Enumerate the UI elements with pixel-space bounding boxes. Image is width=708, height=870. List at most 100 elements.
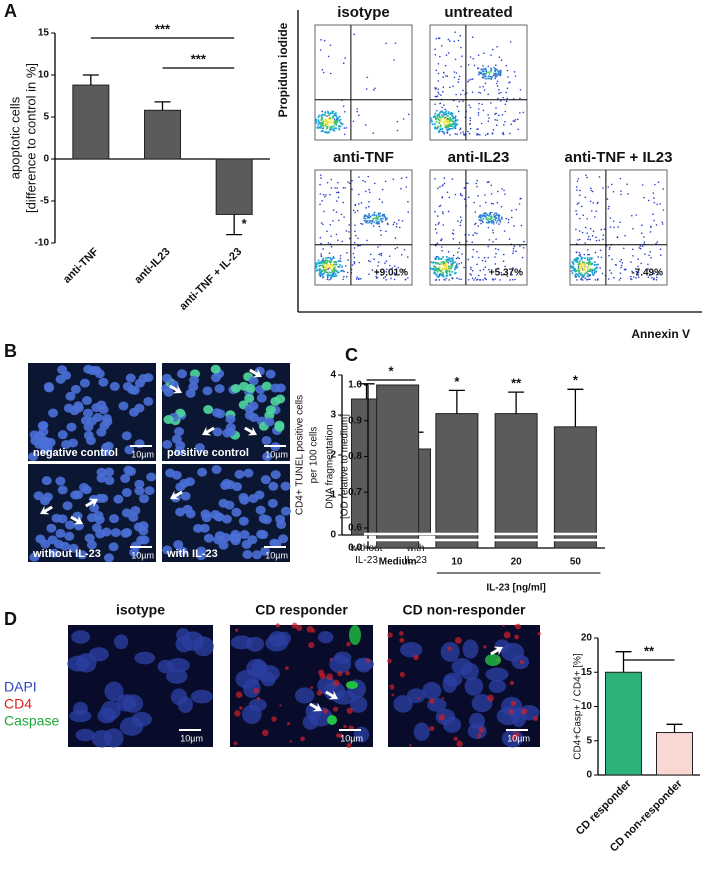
- flow-dot: [331, 112, 334, 115]
- flow-dot: [339, 254, 342, 257]
- cell: [241, 539, 252, 549]
- cell: [53, 539, 64, 549]
- flow-dot: [356, 108, 359, 110]
- flow-dot: [482, 76, 484, 79]
- flow-dot: [454, 126, 457, 129]
- flow-dot: [492, 219, 495, 221]
- flow-dot: [393, 59, 395, 61]
- flow-dot: [439, 124, 442, 127]
- cell: [220, 533, 231, 543]
- flow-dot: [459, 128, 461, 131]
- nucleus: [464, 677, 484, 696]
- flow-dot: [462, 89, 464, 92]
- cd4-signal: [413, 654, 419, 661]
- flow-dot: [490, 220, 493, 223]
- flow-dot: [455, 93, 457, 96]
- flow-dot: [435, 37, 438, 40]
- flow-dot: [576, 180, 579, 182]
- flow-dot: [334, 272, 337, 275]
- cd4-signal: [296, 624, 303, 631]
- flow-dot: [589, 262, 592, 265]
- flow-dot: [631, 214, 633, 217]
- flow-dot: [507, 218, 510, 221]
- flow-dot: [500, 216, 503, 219]
- flow-dot: [334, 123, 337, 126]
- flow-dot: [439, 102, 441, 105]
- legend-entry: CD4: [4, 696, 32, 712]
- flow-dot: [323, 265, 326, 268]
- flow-dot: [383, 214, 386, 216]
- flow-dot: [441, 111, 444, 114]
- flow-dot: [487, 226, 490, 229]
- flow-dot: [385, 271, 388, 273]
- flow-plot: [314, 24, 413, 141]
- flow-dot: [437, 125, 440, 128]
- flow-dot: [434, 224, 437, 226]
- flow-dot: [570, 266, 573, 269]
- flow-dot: [459, 224, 462, 227]
- cell: [118, 401, 129, 411]
- flow-percent: +5.37%: [489, 268, 523, 279]
- flow-dot: [493, 66, 495, 69]
- flow-dot: [379, 212, 382, 215]
- cell: [210, 364, 221, 374]
- flow-dot: [510, 123, 512, 126]
- flow-dot: [368, 273, 370, 276]
- flow-dot: [512, 120, 515, 122]
- flow-dot: [319, 264, 322, 267]
- flow-dot: [344, 57, 347, 60]
- flow-dot: [468, 234, 470, 236]
- flow-dot: [333, 114, 336, 117]
- flow-dot: [440, 239, 443, 242]
- flow-dot: [479, 205, 481, 207]
- flow-dot: [480, 72, 483, 75]
- x-tick-label: 50: [570, 557, 582, 568]
- flow-dot: [405, 186, 408, 188]
- flow-dot: [439, 128, 442, 131]
- y-tick-label: -10: [35, 238, 50, 249]
- cd4-signal: [306, 625, 314, 633]
- cell: [174, 427, 185, 437]
- flow-dot: [589, 200, 592, 203]
- flow-dot: [484, 277, 486, 279]
- flow-dot: [322, 257, 325, 260]
- flow-dot: [463, 198, 466, 200]
- flow-dot: [327, 256, 329, 259]
- flow-dot: [594, 279, 597, 281]
- flow-dot: [337, 196, 340, 199]
- flow-dot: [385, 42, 387, 45]
- cd4-signal: [399, 671, 405, 678]
- flow-dot: [490, 54, 492, 56]
- cell: [98, 377, 109, 387]
- legend-entry: Caspase: [4, 713, 59, 729]
- flow-dot: [321, 123, 324, 126]
- flow-dot: [459, 127, 462, 130]
- flow-dot: [476, 128, 478, 130]
- flow-dot: [435, 255, 438, 258]
- flow-dot: [448, 270, 451, 273]
- flow-dot: [501, 114, 504, 116]
- flow-dot: [583, 253, 586, 256]
- y-tick-label: 0: [330, 530, 336, 541]
- flow-dot: [336, 118, 339, 121]
- flow-dot: [599, 249, 602, 252]
- flow-dot: [384, 262, 386, 264]
- flow-dot: [575, 251, 578, 254]
- flow-dot: [612, 190, 615, 193]
- y-tick-label: 0: [586, 770, 592, 781]
- flow-dot: [608, 248, 611, 250]
- cell: [109, 514, 120, 524]
- flow-dot: [339, 118, 342, 121]
- flow-dot: [456, 277, 458, 279]
- cell: [113, 494, 124, 504]
- flow-dot: [438, 115, 441, 118]
- flow-dot: [483, 74, 486, 77]
- flow-dot: [329, 271, 332, 274]
- flow-dot: [487, 77, 489, 80]
- cell: [143, 396, 154, 406]
- flow-dot: [484, 260, 487, 263]
- flow-dot: [607, 207, 610, 210]
- flow-dot: [452, 85, 454, 87]
- flow-dot: [572, 269, 575, 272]
- flow-dot: [479, 72, 481, 75]
